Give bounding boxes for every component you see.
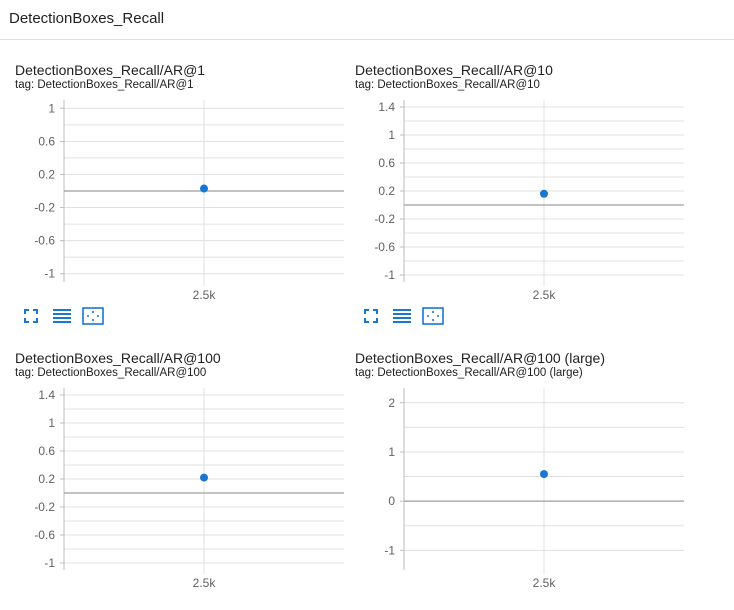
fullscreen-button[interactable] [20, 306, 42, 326]
x-tick-label: 2.5k [533, 288, 557, 302]
y-tick-label: 0.2 [378, 184, 395, 198]
y-tick-label: 1 [388, 128, 395, 142]
y-tick-label: -0.6 [374, 240, 395, 254]
chart-title: DetectionBoxes_Recall/AR@10 [355, 62, 553, 78]
y-tick-label: 0.6 [38, 444, 55, 458]
y-tick-label: 0.2 [38, 472, 55, 486]
chart-plot[interactable]: 1.4 1 0.6 0.2 -0.2 -0.6 -1 2.5k [0, 330, 344, 610]
fit-domain-icon [82, 307, 104, 325]
fit-domain-button[interactable] [422, 306, 444, 326]
y-tick-label: 0.6 [38, 134, 55, 148]
y-tick-label: 1 [48, 101, 55, 115]
y-tick-label: 2 [388, 396, 395, 410]
chart-plot[interactable]: 2 1 0 -1 2.5k [340, 330, 684, 610]
y-tick-label: 1.4 [38, 388, 55, 402]
fit-domain-button[interactable] [82, 306, 104, 326]
y-tick-label: -1 [44, 267, 55, 281]
fullscreen-button[interactable] [360, 306, 382, 326]
chart-title: DetectionBoxes_Recall/AR@1 [15, 62, 206, 78]
toggle-log-scale-icon [393, 309, 411, 323]
x-tick-label: 2.5k [193, 288, 217, 302]
chart-toolbar [360, 306, 453, 328]
y-tick-label: -0.2 [34, 500, 55, 514]
y-tick-label: -0.2 [34, 201, 55, 215]
y-tick-label: 0.2 [38, 167, 55, 181]
y-tick-label: -1 [44, 556, 55, 570]
chart-tag: tag: DetectionBoxes_Recall/AR@1 [15, 79, 194, 91]
chart-card: DetectionBoxes_Recall/AR@100 tag: Detect… [0, 330, 344, 610]
y-tick-label: -1 [384, 268, 395, 282]
section-title: DetectionBoxes_Recall [9, 10, 165, 27]
y-tick-label: 1 [48, 416, 55, 430]
fit-domain-icon [422, 307, 444, 325]
toggle-log-scale-button[interactable] [51, 306, 73, 326]
data-point [200, 473, 208, 482]
data-point [200, 184, 208, 193]
toggle-log-scale-icon [53, 309, 71, 323]
y-tick-label: 0 [388, 494, 395, 508]
y-tick-label: 1.4 [378, 100, 395, 114]
y-tick-label: -0.6 [34, 234, 55, 248]
x-tick-label: 2.5k [193, 576, 217, 590]
chart-tag: tag: DetectionBoxes_Recall/AR@10 [355, 79, 540, 91]
chart-title: DetectionBoxes_Recall/AR@100 (large) [355, 350, 605, 366]
chart-card: DetectionBoxes_Recall/AR@1 tag: Detectio… [0, 42, 344, 322]
chart-card: DetectionBoxes_Recall/AR@100 (large) tag… [340, 330, 684, 610]
y-tick-label: 1 [388, 445, 395, 459]
toggle-log-scale-button[interactable] [391, 306, 413, 326]
x-tick-label: 2.5k [533, 576, 557, 590]
chart-plot[interactable]: 1.4 1 0.6 0.2 -0.2 -0.6 -1 2.5k [340, 42, 684, 322]
y-tick-label: -0.2 [374, 212, 395, 226]
data-point [540, 470, 548, 479]
data-point [540, 189, 548, 198]
chart-tag: tag: DetectionBoxes_Recall/AR@100 [15, 367, 207, 379]
chart-card: DetectionBoxes_Recall/AR@10 tag: Detecti… [340, 42, 684, 322]
y-tick-label: -1 [384, 543, 395, 557]
chart-tag: tag: DetectionBoxes_Recall/AR@100 (large… [355, 367, 583, 379]
section-header: DetectionBoxes_Recall [0, 0, 734, 40]
y-tick-label: 0.6 [378, 156, 395, 170]
chart-title: DetectionBoxes_Recall/AR@100 [15, 350, 221, 366]
chart-toolbar [20, 306, 113, 328]
y-tick-label: -0.6 [34, 528, 55, 542]
fullscreen-icon [24, 309, 38, 323]
chart-plot[interactable]: 1 0.6 0.2 -0.2 -0.6 -1 2.5k [0, 42, 344, 322]
fullscreen-icon [364, 309, 378, 323]
